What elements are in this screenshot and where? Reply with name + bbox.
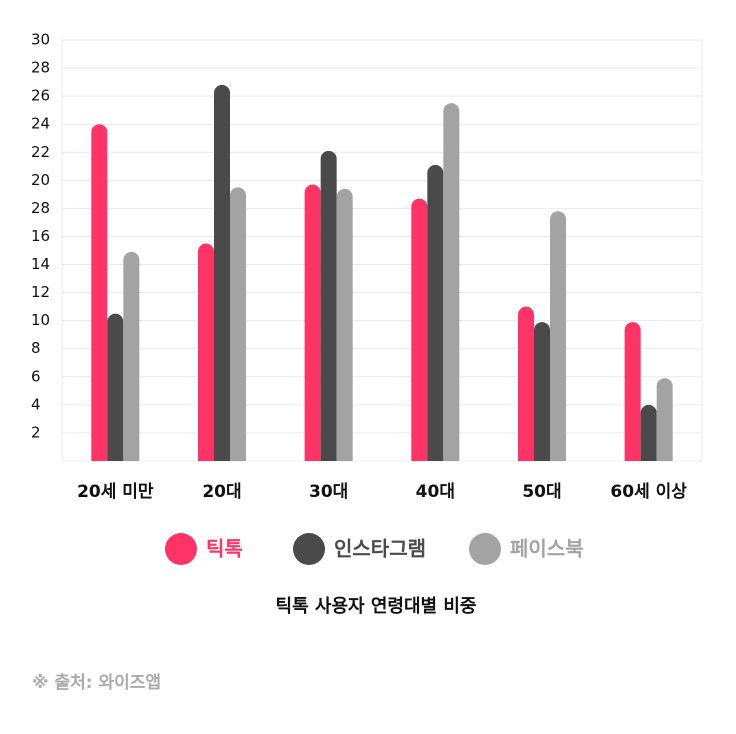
y-tick-label: 28 [31, 199, 50, 217]
y-tick-label: 24 [31, 115, 50, 133]
bar [656, 378, 673, 461]
y-tick-label: 10 [31, 311, 50, 329]
bar [427, 164, 444, 461]
chart-subtitle: 틱톡 사용자 연령대별 비중 [276, 596, 477, 617]
x-tick-label: 40대 [416, 482, 455, 502]
bar [304, 184, 321, 461]
bar [320, 150, 337, 461]
bar [91, 124, 108, 461]
bar [640, 404, 657, 461]
y-tick-label: 4 [31, 395, 41, 413]
plot-frame [61, 39, 703, 462]
x-tick-label: 60세 이상 [610, 482, 687, 502]
y-tick-label: 12 [31, 283, 50, 301]
bar [518, 306, 534, 461]
y-tick-label: 16 [31, 227, 50, 245]
y-tick-label: 28 [31, 59, 50, 77]
y-tick-label: 26 [31, 87, 50, 105]
y-tick-label: 8 [31, 339, 41, 357]
x-tick-label: 30대 [309, 482, 348, 502]
bar [534, 322, 550, 461]
legend-label: 틱톡 [206, 537, 243, 561]
bar [230, 187, 246, 461]
bar [411, 198, 428, 461]
legend-swatch [293, 533, 325, 565]
bar [214, 84, 230, 461]
legend-label: 인스타그램 [334, 537, 426, 561]
source-note: ※ 출처: 와이즈앱 [32, 672, 161, 693]
x-tick-label: 50대 [522, 482, 561, 502]
y-tick-label: 6 [31, 367, 41, 385]
bar [107, 313, 124, 461]
y-tick-label: 20 [31, 171, 50, 189]
x-tick-label: 20대 [202, 482, 241, 502]
bar [198, 243, 214, 461]
bar [624, 322, 641, 461]
legend-swatch [165, 533, 197, 565]
legend-swatch [469, 533, 501, 565]
x-tick-label: 20세 미만 [77, 482, 154, 502]
bar [123, 251, 140, 461]
y-tick-label: 22 [31, 143, 50, 161]
legend-label: 페이스북 [510, 537, 584, 561]
y-tick-label: 2 [31, 423, 41, 441]
bar [336, 188, 353, 461]
bar [443, 103, 460, 462]
bar [550, 211, 566, 461]
y-tick-label: 14 [31, 255, 50, 273]
y-tick-label: 30 [31, 31, 50, 49]
